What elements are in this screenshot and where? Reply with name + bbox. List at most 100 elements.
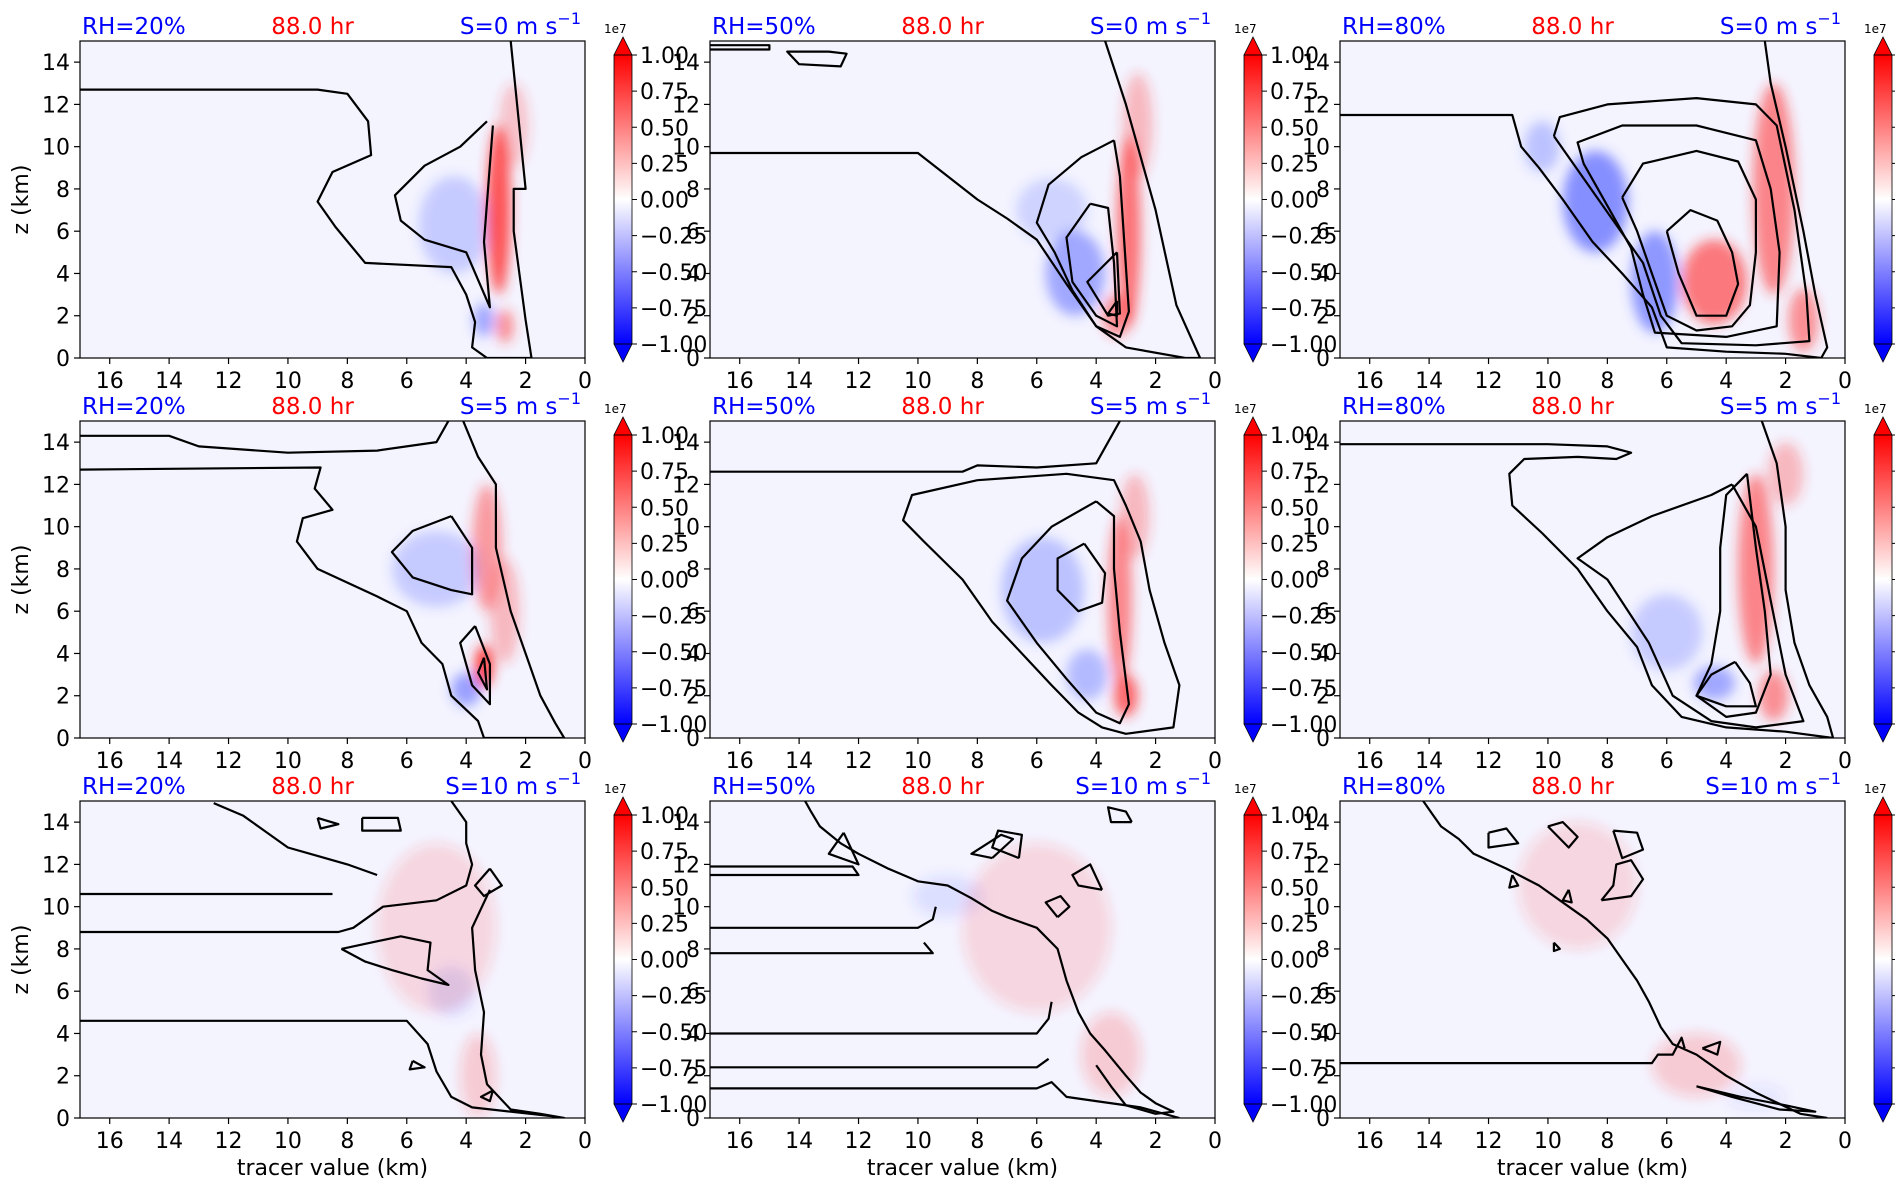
- colorbar-tick-label: 0.75: [1270, 840, 1319, 865]
- plot-frame: [1339, 420, 1846, 739]
- x-tick-label: 0: [1208, 1129, 1222, 1154]
- plot-frame: [79, 420, 586, 739]
- positive-blob-1: [1114, 674, 1138, 717]
- plot-background: [80, 801, 585, 1118]
- plot-frame: [1339, 800, 1846, 1119]
- contour-3: [1056, 542, 1107, 613]
- x-axis-label: tracer value (km): [237, 1156, 428, 1181]
- y-tick-label: 8: [56, 178, 70, 203]
- x-tick-label: 10: [904, 749, 932, 774]
- x-tick-label: 6: [400, 369, 414, 394]
- positive-blob-1: [1122, 72, 1153, 179]
- x-axis-label: tracer value (km): [867, 1156, 1058, 1181]
- contour-4: [710, 1057, 1050, 1069]
- colorbar-tick-label: −1.00: [640, 713, 707, 738]
- x-tick-label: 6: [1030, 1129, 1044, 1154]
- colorbar-max-arrow: [1243, 416, 1263, 436]
- colorbar-tick-label: −0.75: [640, 677, 707, 702]
- contour-4: [1612, 829, 1645, 860]
- negative-blob-2: [1524, 121, 1560, 173]
- y-tick-label: 6: [686, 220, 700, 245]
- x-tick-label: 16: [726, 1129, 754, 1154]
- colorbar-tick-label: −0.75: [1270, 677, 1337, 702]
- x-tick-label: 4: [459, 1129, 473, 1154]
- plot-frame: [709, 800, 1216, 1119]
- colorbar-tick-label: −0.50: [1270, 641, 1337, 666]
- rh-label: RH=80%: [1342, 14, 1446, 40]
- contour-12: [1044, 895, 1071, 919]
- contour-6: [1508, 874, 1520, 889]
- contour-1: [1576, 483, 1805, 729]
- y-tick-label: 10: [672, 896, 700, 921]
- contour-lines: [1340, 41, 1829, 358]
- contour-9: [991, 829, 1023, 860]
- x-tick-label: 10: [1534, 369, 1562, 394]
- colorbar-max-arrow: [1873, 416, 1893, 436]
- colorbar-tick-label: 0.50: [1270, 116, 1319, 141]
- y-tick-label: 6: [56, 980, 70, 1005]
- y-tick-label: 6: [686, 600, 700, 625]
- contour-2: [1576, 124, 1781, 338]
- x-tick-label: 14: [785, 369, 813, 394]
- y-tick-label: 14: [42, 51, 70, 76]
- negative-blob-1: [1693, 666, 1736, 700]
- y-tick-label: 8: [56, 558, 70, 583]
- y-tick-label: 0: [686, 1107, 700, 1132]
- x-tick-label: 6: [1030, 369, 1044, 394]
- x-tick-label: 4: [1719, 369, 1733, 394]
- rh-label: RH=50%: [712, 14, 816, 40]
- y-tick-label: 14: [1302, 51, 1330, 76]
- colorbar: 1e71.000.750.500.250.00−0.25−0.50−0.75−1…: [1864, 22, 1895, 363]
- colorbar-tick-label: −1.00: [640, 1093, 707, 1118]
- contour-5: [1107, 300, 1119, 317]
- y-tick-label: 8: [686, 938, 700, 963]
- y-tick-label: 12: [672, 93, 700, 118]
- y-tick-label: 4: [1316, 642, 1330, 667]
- negative-blob-1: [1066, 649, 1109, 700]
- colorbar-gradient: [1244, 55, 1262, 344]
- y-tick-label: 14: [672, 811, 700, 836]
- positive-blob-0: [1518, 822, 1638, 949]
- contour-6: [786, 50, 848, 68]
- y-tick-label: 10: [1302, 896, 1330, 921]
- colorbar-tick-label: −0.50: [1270, 261, 1337, 286]
- y-tick-label: 0: [56, 347, 70, 372]
- y-tick-label: 12: [672, 853, 700, 878]
- colorbar-max-arrow: [1243, 36, 1263, 56]
- y-axis-label: z (km): [9, 925, 34, 995]
- colorbar-gradient: [614, 55, 632, 344]
- contour-10: [1696, 1085, 1817, 1113]
- panel-6: 16 14 12 10 8 6 4 2 0 0 2 4 6 8 10 12 14 RH=80% 88.0 hr S=5…: [1302, 389, 1895, 774]
- shear-label-base: S=5 m s: [1090, 394, 1188, 420]
- y-axis-label: z (km): [9, 165, 34, 235]
- panel-8: 16 14 12 10 8 6 4 2 0 0 2 4 6 8 10 12 14 RH=50% 88.0 hr S=1…: [672, 769, 1337, 1181]
- colorbar-tick-label: −1.00: [1270, 1093, 1337, 1118]
- colorbar-tick-label: −0.25: [640, 605, 707, 630]
- positive-blob-2: [1119, 473, 1150, 559]
- x-tick-label: 0: [1838, 369, 1852, 394]
- y-tick-label: 12: [1302, 473, 1330, 498]
- x-tick-label: 2: [1149, 369, 1163, 394]
- colorbar-tick-label: 1.00: [640, 424, 689, 449]
- rh-label: RH=20%: [82, 774, 186, 800]
- x-tick-label: 8: [340, 749, 354, 774]
- colorbar-max-arrow: [613, 416, 633, 436]
- contour-3: [213, 802, 378, 877]
- panel-7: 16 14 12 10 8 6 4 2 0 0 2 4 6 8 10 12 14 RH=20% 88.0 hr S=1…: [9, 769, 707, 1181]
- panel-4: 16 14 12 10 8 6 4 2 0 0 2 4 6 8 10 12 14 RH=20% 88.0 hr S=5…: [9, 389, 707, 774]
- contour-lines: [710, 421, 1181, 735]
- x-tick-label: 2: [1779, 749, 1793, 774]
- shear-label: S=5 m s−1: [1090, 389, 1211, 420]
- shear-label-base: S=0 m s: [1720, 14, 1818, 40]
- x-tick-label: 4: [1719, 1129, 1733, 1154]
- rh-label: RH=50%: [712, 774, 816, 800]
- x-tick-label: 12: [1475, 369, 1503, 394]
- contour-lines: [80, 41, 533, 358]
- x-tick-label: 0: [1208, 369, 1222, 394]
- colorbar-max-arrow: [613, 796, 633, 816]
- colorbar: 1e71.000.750.500.250.00−0.25−0.50−0.75−1…: [1864, 402, 1895, 743]
- x-tick-label: 0: [1838, 749, 1852, 774]
- colorbar: 1e71.000.750.500.250.00−0.25−0.50−0.75−1…: [1864, 782, 1895, 1123]
- shear-label-base: S=0 m s: [1090, 14, 1188, 40]
- colorbar-exponent: 1e7: [1864, 782, 1887, 796]
